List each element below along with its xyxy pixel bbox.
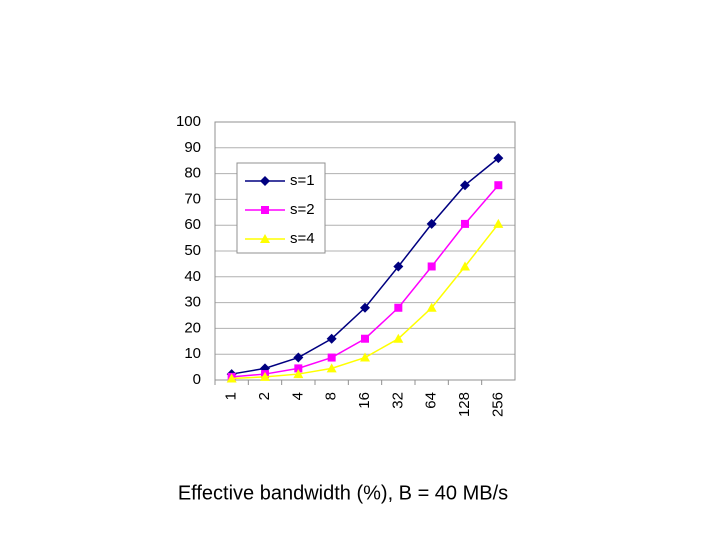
plot-border bbox=[214, 121, 516, 381]
y-tick-label: 70 bbox=[184, 190, 201, 207]
x-tick-label: 64 bbox=[423, 392, 440, 409]
marker bbox=[226, 373, 237, 383]
x-tick-label: 256 bbox=[489, 392, 506, 417]
marker bbox=[260, 234, 270, 243]
y-tick-label: 60 bbox=[184, 216, 201, 233]
marker bbox=[427, 262, 436, 271]
chart-caption: Effective bandwidth (%), B = 40 MB/s bbox=[178, 482, 508, 504]
marker bbox=[493, 153, 504, 164]
legend-label: s=4 bbox=[290, 230, 315, 247]
marker bbox=[494, 181, 503, 190]
x-tick-label: 2 bbox=[256, 392, 273, 400]
marker bbox=[461, 219, 469, 228]
marker bbox=[260, 371, 270, 381]
marker bbox=[360, 352, 370, 362]
y-tick-label: 20 bbox=[184, 319, 201, 336]
y-tick-label: 90 bbox=[184, 139, 201, 156]
marker bbox=[261, 206, 269, 214]
marker bbox=[260, 176, 270, 186]
marker bbox=[326, 363, 337, 373]
y-tick-label: 30 bbox=[184, 294, 201, 311]
marker bbox=[293, 369, 304, 379]
legend-box bbox=[236, 162, 326, 254]
y-tick-label: 50 bbox=[184, 242, 201, 259]
marker bbox=[426, 218, 437, 229]
marker bbox=[493, 218, 504, 228]
marker bbox=[327, 353, 336, 362]
marker bbox=[460, 261, 470, 271]
x-tick-label: 1 bbox=[223, 392, 240, 400]
x-tick-label: 128 bbox=[456, 392, 473, 417]
marker bbox=[426, 302, 437, 312]
marker bbox=[460, 180, 470, 191]
y-tick-label: 0 bbox=[193, 371, 201, 388]
y-tick-label: 100 bbox=[176, 113, 201, 130]
x-tick-label: 32 bbox=[389, 392, 406, 409]
marker bbox=[294, 364, 303, 373]
marker bbox=[393, 261, 404, 272]
x-tick-label: 16 bbox=[356, 392, 373, 409]
y-tick-label: 80 bbox=[184, 165, 201, 182]
legend: s=1 s=2 s=4 bbox=[236, 162, 326, 254]
y-tick-label: 10 bbox=[184, 345, 201, 362]
marker bbox=[393, 333, 404, 343]
marker bbox=[360, 302, 370, 313]
x-tick-label: 4 bbox=[289, 392, 306, 400]
marker bbox=[326, 333, 337, 344]
y-tick-label: 40 bbox=[184, 268, 201, 285]
x-tick-label: 8 bbox=[323, 392, 340, 400]
legend-label: s=2 bbox=[290, 201, 315, 218]
marker bbox=[394, 303, 403, 312]
marker bbox=[293, 352, 304, 363]
legend-label: s=1 bbox=[290, 172, 315, 189]
marker bbox=[361, 334, 369, 343]
